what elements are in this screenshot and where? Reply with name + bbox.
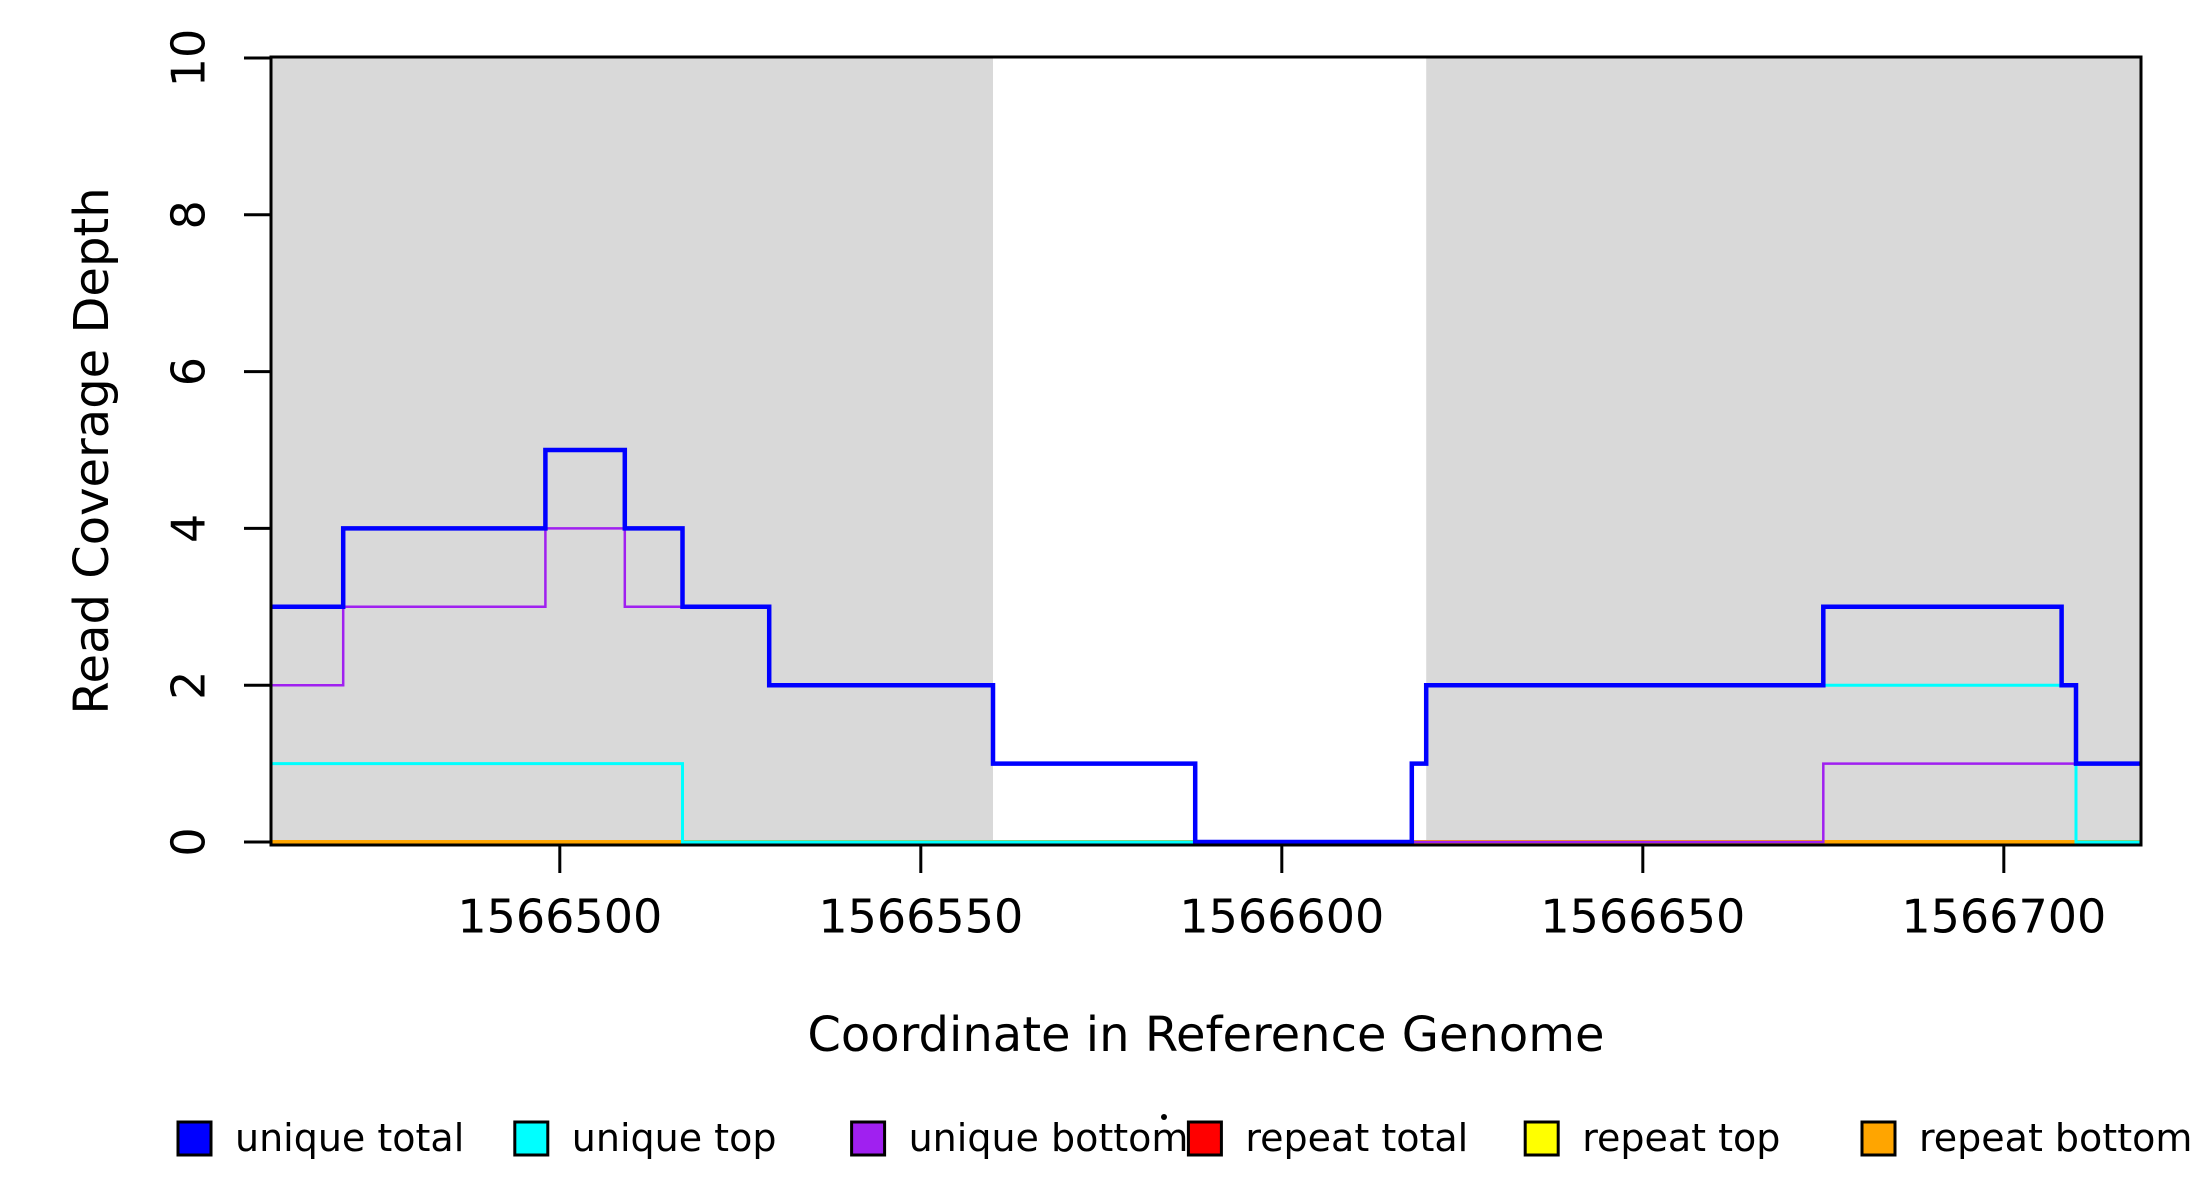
y-tick-label: 4 <box>162 514 216 543</box>
x-tick-label: 1566600 <box>1179 890 1384 944</box>
shaded-region <box>271 57 994 845</box>
x-axis-title: Coordinate in Reference Genome <box>807 1007 1604 1063</box>
legend: unique total unique top unique bottom repea… <box>176 1116 2192 1160</box>
plot-box <box>269 55 2143 847</box>
legend-label: repeat total <box>1245 1116 1468 1160</box>
legend-entry: repeat bottom <box>1860 1116 2192 1160</box>
legend-swatch <box>850 1120 887 1157</box>
x-tick-label: 1566650 <box>1540 890 1745 944</box>
x-tick-label: 1566550 <box>818 890 1023 944</box>
y-tick-label: 10 <box>162 29 216 88</box>
legend-label: repeat bottom <box>1919 1116 2192 1160</box>
legend-entry: unique total <box>176 1116 464 1160</box>
y-axis-title: Read Coverage Depth <box>64 187 120 714</box>
coverage-series <box>271 447 2141 845</box>
legend-swatch <box>513 1120 550 1157</box>
y-tick-label: 6 <box>162 357 216 386</box>
axes: 1566500 1566550 1566600 1566650 1566700 0 2 4 6 8… <box>162 29 2143 944</box>
y-tick-label: 2 <box>162 671 216 700</box>
x-tick-label: 1566700 <box>1901 890 2106 944</box>
legend-entry: unique top <box>513 1116 777 1160</box>
y-tick-label: 8 <box>162 200 216 229</box>
x-tick-label: 1566500 <box>457 890 662 944</box>
legend-entry: repeat total <box>1186 1116 1468 1160</box>
legend-swatch <box>1186 1120 1223 1157</box>
legend-swatch <box>1860 1120 1897 1157</box>
legend-label: unique bottom <box>909 1116 1189 1160</box>
legend-entry: repeat top <box>1523 1116 1780 1160</box>
legend-swatch <box>176 1120 213 1157</box>
shaded-regions <box>271 57 2141 845</box>
y-tick-label: 0 <box>162 827 216 856</box>
shaded-region <box>1426 57 2141 845</box>
legend-entry: unique bottom <box>850 1116 1189 1160</box>
legend-label: unique total <box>235 1116 464 1160</box>
legend-label: repeat top <box>1582 1116 1780 1160</box>
stray-dot-artifact <box>1161 1114 1167 1120</box>
legend-swatch <box>1523 1120 1560 1157</box>
series-line-unique-total <box>271 447 2141 845</box>
legend-label: unique top <box>572 1116 777 1160</box>
